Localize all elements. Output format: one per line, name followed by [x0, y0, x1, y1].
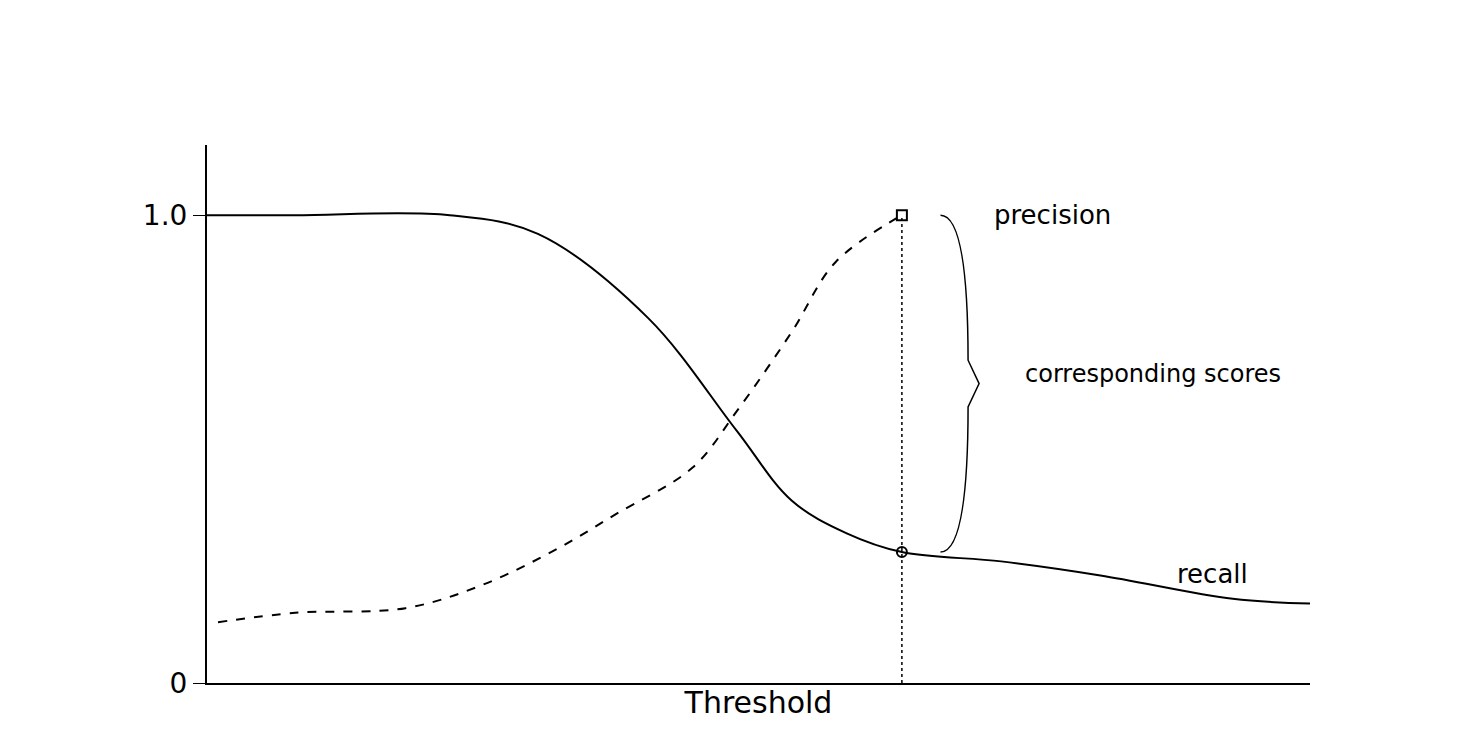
svg-text:precision: precision — [994, 200, 1111, 230]
svg-text:0: 0 — [170, 667, 188, 700]
svg-text:1.0: 1.0 — [143, 199, 188, 232]
svg-text:corresponding scores: corresponding scores — [1025, 360, 1281, 388]
svg-text:Threshold: Threshold — [684, 685, 833, 720]
svg-text:recall: recall — [1177, 559, 1248, 589]
